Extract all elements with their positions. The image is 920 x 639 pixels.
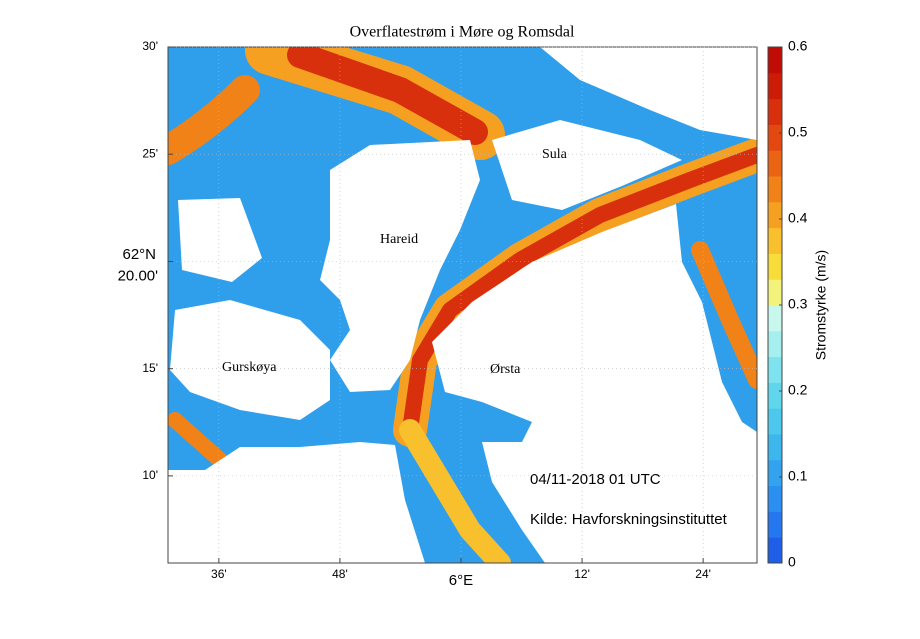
timestamp: 04/11-2018 01 UTC xyxy=(530,471,661,488)
colorbar-swatch xyxy=(768,176,782,203)
colorbar-tick-label: 0.2 xyxy=(788,382,808,398)
colorbar-swatch xyxy=(768,124,782,151)
colorbar-swatch xyxy=(768,47,782,74)
colorbar-tick-label: 0.1 xyxy=(788,468,808,484)
colorbar-swatch xyxy=(768,511,782,538)
colorbar-tick-label: 0.6 xyxy=(788,38,808,54)
colorbar-swatch xyxy=(768,459,782,487)
place-label: Hareid xyxy=(380,232,418,247)
colorbar-swatch xyxy=(768,279,782,306)
place-label: Gurskøya xyxy=(222,360,277,375)
colorbar-swatch xyxy=(768,382,782,409)
x-tick-label: 36' xyxy=(211,567,227,581)
source: Kilde: Havforskningsinstituttet xyxy=(530,511,728,528)
x-tick-label: 12' xyxy=(574,567,590,581)
x-tick-label: 6°E xyxy=(449,572,473,589)
colorbar-swatch xyxy=(768,72,782,100)
colorbar-swatch xyxy=(768,434,782,461)
land xyxy=(168,47,757,563)
colorbar-swatch xyxy=(768,485,782,512)
colorbar-swatch xyxy=(768,201,782,229)
colorbar-swatch xyxy=(768,227,782,254)
x-tick-label: 24' xyxy=(695,567,711,581)
x-tick-label: 48' xyxy=(332,567,348,581)
colorbar-tick-label: 0.5 xyxy=(788,124,808,140)
colorbar-swatch xyxy=(768,150,782,177)
current-streaks xyxy=(168,47,757,563)
colorbar-tick-label: 0.3 xyxy=(788,296,808,312)
map-frame xyxy=(167,46,758,564)
map-title: Overflatestrøm i Møre og Romsdal xyxy=(350,24,575,41)
colorbar-swatch xyxy=(768,305,782,332)
y-tick-label: 15' xyxy=(142,361,158,375)
colorbar-swatch xyxy=(768,408,782,435)
colorbar-tick-label: 0 xyxy=(788,554,796,570)
y-tick-label: 25' xyxy=(142,146,158,160)
place-label: Sula xyxy=(542,147,568,162)
colorbar-swatch xyxy=(768,356,782,383)
colorbar-swatch xyxy=(768,253,782,280)
colorbar-swatch xyxy=(768,98,782,125)
y-tick-label: 30' xyxy=(142,39,158,53)
y-tick-label: 10' xyxy=(142,468,158,482)
colorbar-label: Stromstyrke (m/s) xyxy=(813,250,829,360)
colorbar-swatch xyxy=(768,537,782,564)
place-label: Ørsta xyxy=(490,362,521,377)
y-tick-label: 20.00' xyxy=(118,267,159,284)
map-area xyxy=(168,47,757,563)
y-axis-label: 62°N xyxy=(122,246,156,263)
colorbar-swatch xyxy=(768,330,782,358)
colorbar-tick-label: 0.4 xyxy=(788,210,808,226)
